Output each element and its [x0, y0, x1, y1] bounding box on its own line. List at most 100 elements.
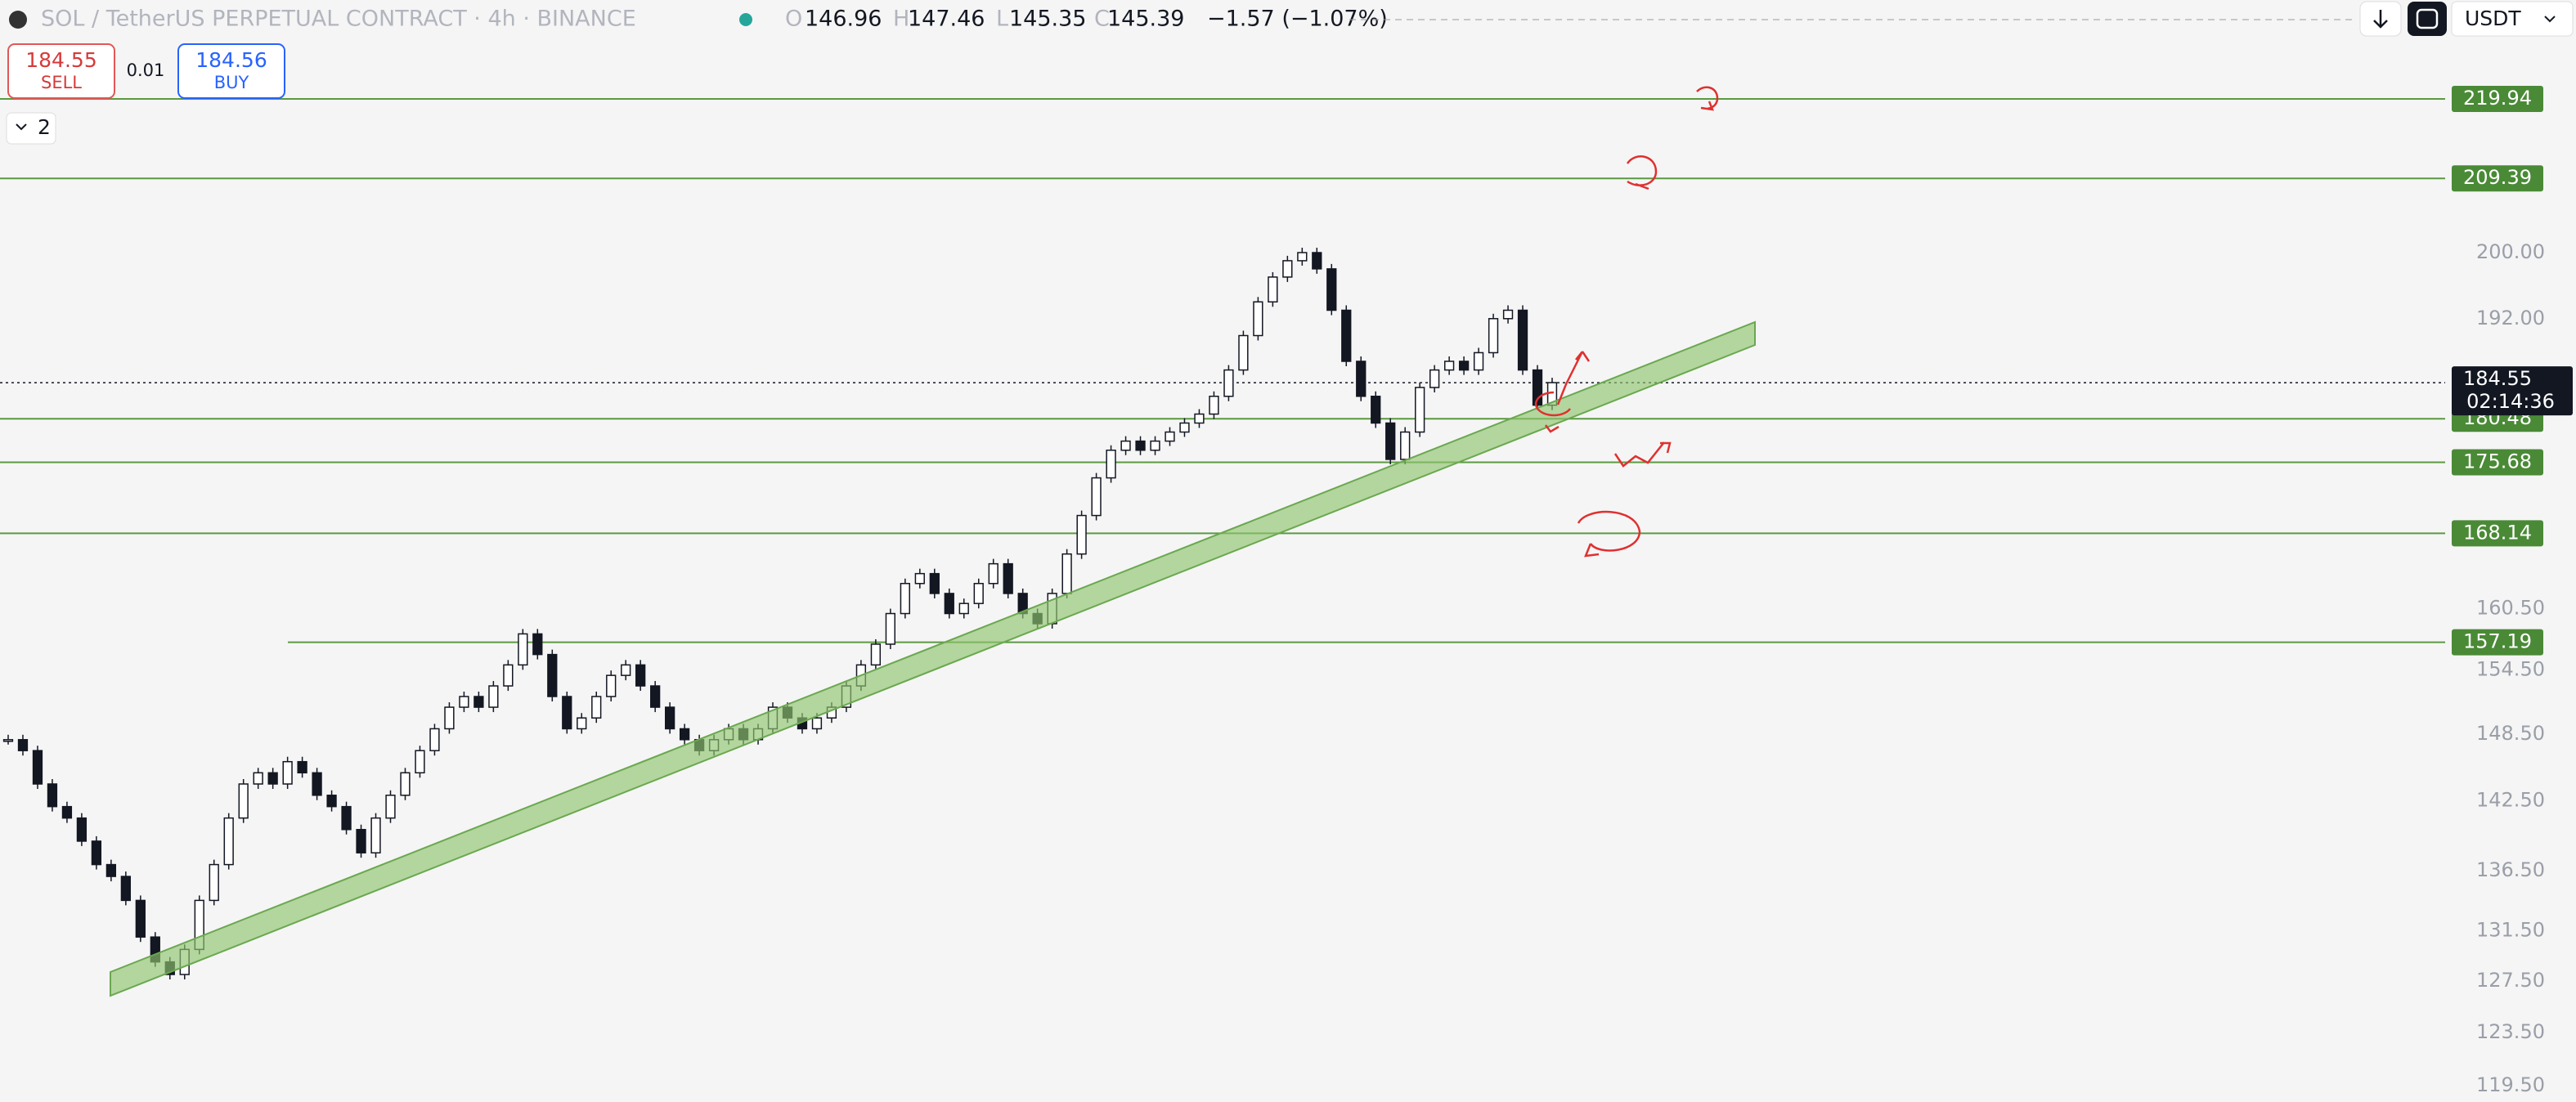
annotations — [1534, 86, 1719, 558]
candle — [1061, 553, 1072, 594]
level-label: 209.39 — [2463, 166, 2532, 189]
candle — [1443, 361, 1455, 371]
candle — [591, 696, 602, 719]
candle — [621, 664, 631, 676]
candle — [297, 760, 307, 774]
change-value: −1.57 (−1.07%) — [1207, 7, 1388, 32]
candle — [459, 696, 469, 708]
candle — [664, 706, 675, 730]
candle — [1091, 477, 1102, 517]
candle — [1385, 422, 1396, 460]
status-dot — [739, 13, 752, 26]
buy-label: BUY — [214, 73, 249, 92]
price-tick-label: 142.50 — [2476, 789, 2545, 812]
candle — [1120, 440, 1131, 451]
candle — [105, 863, 117, 877]
candle — [1268, 276, 1278, 303]
candle — [1517, 309, 1528, 371]
candle — [914, 572, 925, 585]
candle — [385, 795, 396, 819]
candle — [1458, 361, 1470, 371]
candle — [61, 805, 73, 819]
candle — [1488, 318, 1499, 354]
candle — [518, 633, 528, 666]
candle — [1150, 440, 1160, 451]
candle — [885, 612, 896, 645]
candle — [1282, 260, 1293, 278]
candle — [1473, 352, 1484, 371]
high-label: H — [893, 7, 909, 32]
fullscreen-icon — [2416, 8, 2439, 29]
candle — [1326, 268, 1337, 311]
candle — [547, 653, 558, 697]
candle — [1341, 309, 1352, 362]
buy-price: 184.56 — [195, 48, 267, 72]
candle — [120, 876, 131, 902]
fullscreen-button[interactable] — [2408, 2, 2447, 36]
price-axis-labels: 200.00 192.00 160.50 154.50 148.50 142.50 136.… — [2452, 85, 2573, 1096]
level-label: 219.94 — [2463, 87, 2532, 110]
candle — [282, 760, 293, 785]
level-tag — [2452, 85, 2543, 112]
level-label: 157.19 — [2463, 630, 2532, 653]
price-tick-label: 123.50 — [2476, 1020, 2545, 1043]
price-tick-label: 131.50 — [2476, 919, 2545, 942]
candle — [1532, 369, 1543, 406]
open-value: 146.96 — [805, 7, 882, 32]
symbol-icon — [9, 11, 27, 29]
high-value: 147.46 — [908, 7, 985, 32]
countdown: 02:14:36 — [2466, 390, 2555, 413]
candle — [17, 739, 29, 751]
chevron — [2544, 16, 2556, 23]
price-tick-label: 148.50 — [2476, 722, 2545, 745]
candle — [238, 783, 249, 819]
price-tick-label: 127.50 — [2476, 969, 2545, 992]
trade-buttons: 184.55 SELL 0.01 184.56 BUY 2 — [6, 43, 285, 145]
level-tag — [2452, 629, 2543, 656]
price-tick-label: 160.50 — [2476, 596, 2545, 619]
sell-price: 184.55 — [25, 48, 96, 72]
candle — [1429, 369, 1440, 388]
close-label: C — [1094, 7, 1110, 32]
candle — [988, 562, 999, 585]
candle — [900, 583, 910, 615]
candle — [47, 783, 58, 808]
candle — [1194, 413, 1205, 424]
price-tick-label: 119.50 — [2476, 1073, 2545, 1096]
candle — [1371, 396, 1381, 424]
candle — [1238, 334, 1249, 371]
candle — [429, 728, 440, 751]
price-tick-label: 192.00 — [2476, 307, 2545, 329]
candle — [135, 899, 146, 938]
level-label: 175.68 — [2463, 450, 2532, 473]
low-value: 145.35 — [1009, 7, 1086, 32]
candle — [811, 717, 823, 730]
candle — [473, 696, 484, 708]
candle — [1209, 396, 1219, 415]
price-tick-label: 136.50 — [2476, 858, 2545, 881]
indicators-toggle[interactable] — [6, 112, 56, 145]
sell-button[interactable] — [7, 43, 115, 99]
low-label: L — [996, 7, 1008, 32]
candle — [635, 664, 646, 687]
candle — [503, 664, 514, 687]
buy-button[interactable] — [177, 43, 285, 99]
indicators-count: 2 — [38, 115, 51, 139]
candle — [444, 706, 455, 730]
candle — [929, 572, 940, 594]
currency-select[interactable] — [2451, 1, 2574, 37]
candle — [2, 739, 14, 742]
last-price: 184.55 — [2463, 367, 2532, 390]
level-label: 168.14 — [2463, 521, 2532, 544]
candle — [1003, 562, 1013, 594]
candle — [32, 750, 43, 785]
sell-label: SELL — [41, 73, 82, 92]
candle — [1076, 514, 1087, 555]
candle — [91, 840, 102, 866]
candle — [76, 817, 88, 842]
candle — [973, 583, 984, 604]
candle — [944, 593, 954, 615]
candle — [488, 685, 499, 708]
trend-channel — [110, 320, 1756, 997]
